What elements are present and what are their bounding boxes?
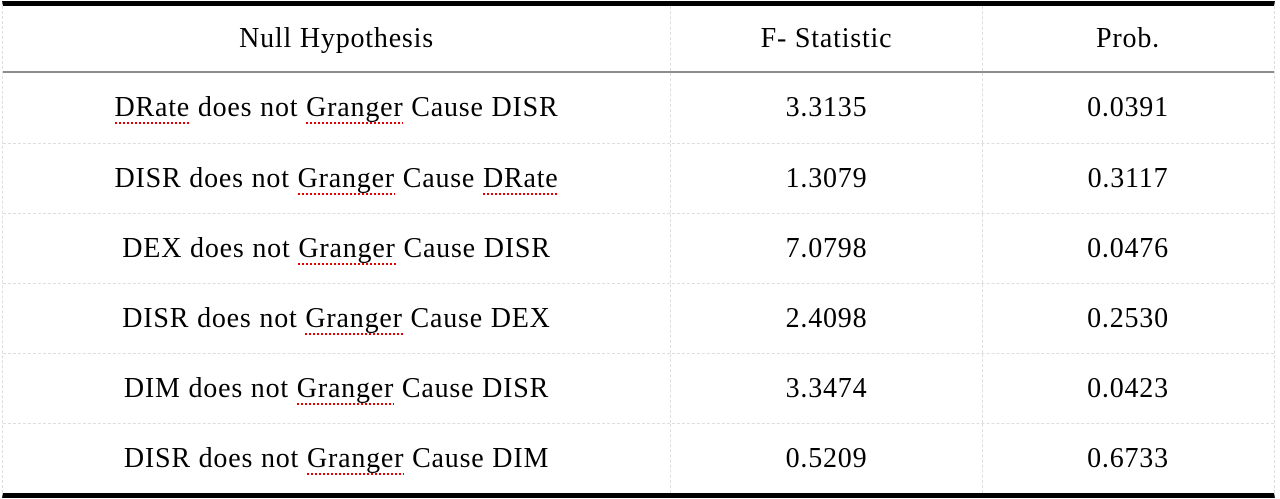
table-row: DIM does not Granger Cause DISR 3.3474 0… xyxy=(3,353,1274,423)
prob-cell: 0.2530 xyxy=(982,284,1273,353)
hypothesis-text: Cause DISR xyxy=(395,232,551,264)
f-statistic-cell: 3.3474 xyxy=(670,354,982,423)
hypothesis-text: DEX does not xyxy=(122,232,299,264)
table-row: DISR does not Granger Cause DIM 0.5209 0… xyxy=(3,423,1274,493)
hypothesis-cell: DRate does not Granger Cause DISR xyxy=(3,73,670,143)
hypothesis-cell: DIM does not Granger Cause DISR xyxy=(3,354,670,423)
hypothesis-text: DISR does not xyxy=(123,442,307,474)
hypothesis-text: DISR does not xyxy=(114,162,298,194)
misspelled-word: DRate xyxy=(482,162,559,195)
f-statistic-cell: 2.4098 xyxy=(670,284,982,353)
column-header-null-hypothesis: Null Hypothesis xyxy=(239,22,434,54)
hypothesis-text: DIM does not xyxy=(123,372,297,404)
prob-cell: 0.0476 xyxy=(982,214,1273,283)
prob-cell: 0.3117 xyxy=(982,144,1273,213)
misspelled-word: DRate xyxy=(114,92,191,124)
hypothesis-text: does not xyxy=(190,92,307,123)
misspelled-word: Granger xyxy=(298,232,396,265)
column-header-prob: Prob. xyxy=(982,6,1273,71)
table-header-row: Null Hypothesis F- Statistic Prob. xyxy=(3,6,1274,73)
table-row: DISR does not Granger Cause DEX 2.4098 0… xyxy=(3,283,1274,353)
hypothesis-cell: DEX does not Granger Cause DISR xyxy=(3,214,670,283)
hypothesis-cell: DISR does not Granger Cause DEX xyxy=(3,284,670,353)
f-statistic-cell: 0.5209 xyxy=(670,424,982,493)
misspelled-word: Granger xyxy=(306,92,404,124)
misspelled-word: Granger xyxy=(306,442,405,475)
hypothesis-cell: DISR does not Granger Cause DRate xyxy=(3,144,670,213)
hypothesis-text: DISR does not xyxy=(122,302,306,334)
misspelled-word: Granger xyxy=(305,302,403,335)
column-header-f-statistic: F- Statistic xyxy=(670,6,982,71)
table-row: DEX does not Granger Cause DISR 7.0798 0… xyxy=(3,213,1274,283)
table-row: DISR does not Granger Cause DRate 1.3079… xyxy=(3,143,1274,213)
hypothesis-text: Cause DEX xyxy=(402,302,551,334)
hypothesis-cell: DISR does not Granger Cause DIM xyxy=(3,424,670,493)
hypothesis-text: Cause DISR xyxy=(403,92,559,123)
misspelled-word: Granger xyxy=(297,162,395,195)
f-statistic-cell: 1.3079 xyxy=(670,144,982,213)
hypothesis-text: Cause xyxy=(394,162,483,194)
prob-cell: 0.0391 xyxy=(982,73,1273,143)
f-statistic-cell: 3.3135 xyxy=(670,73,982,143)
prob-cell: 0.6733 xyxy=(982,424,1273,493)
table-row: DRate does not Granger Cause DISR 3.3135… xyxy=(3,73,1274,143)
f-statistic-cell: 7.0798 xyxy=(670,214,982,283)
prob-cell: 0.0423 xyxy=(982,354,1273,423)
hypothesis-text: Cause DIM xyxy=(404,442,550,474)
hypothesis-text: Cause DISR xyxy=(394,372,550,404)
misspelled-word: Granger xyxy=(296,372,395,405)
